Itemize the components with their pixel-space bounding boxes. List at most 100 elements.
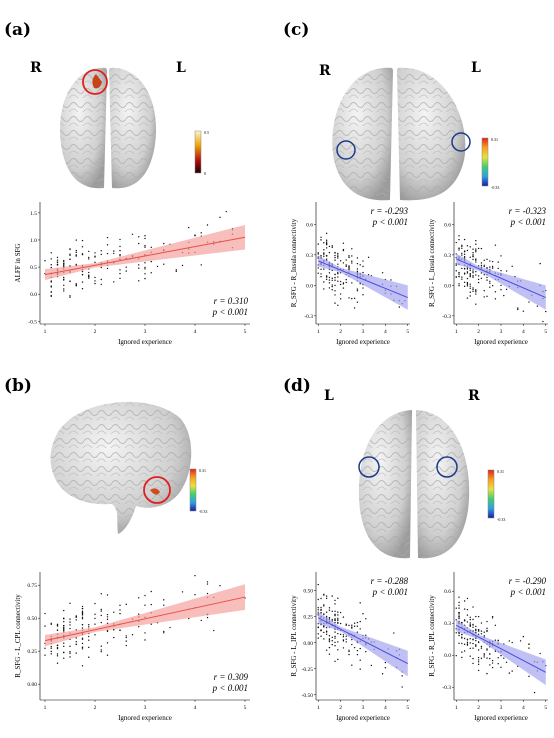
scatter-point [56, 256, 59, 259]
scatter-point [63, 290, 65, 292]
scatter-point [500, 284, 502, 287]
scatter-point [486, 627, 488, 630]
scatter-point [206, 581, 209, 583]
scatter-point [113, 250, 115, 252]
scatter-point [334, 619, 336, 622]
scatter-point [337, 280, 339, 282]
scatter-point [475, 615, 477, 618]
scatter-point [491, 666, 494, 669]
y-tick-label: -0.25 [302, 667, 314, 673]
scatter-point [206, 583, 209, 585]
panel-label-a: (a) [4, 20, 32, 40]
scatter-point [56, 261, 59, 263]
scatter-point [337, 597, 339, 600]
scatter-point [348, 268, 350, 271]
scatter-point [144, 268, 146, 270]
scatter-point [348, 624, 350, 627]
scatter-point [489, 280, 491, 283]
y-tick-label: -0.3 [442, 314, 451, 320]
y-tick-label: 0.25 [303, 615, 313, 621]
scatter-point [356, 262, 359, 265]
scatter-point [50, 280, 52, 282]
scatter-point [88, 271, 90, 274]
scatter-point [325, 255, 328, 257]
scatter-point [494, 244, 497, 246]
scatter-point [337, 304, 339, 306]
scatter-point [75, 652, 77, 654]
scatter-point [342, 287, 345, 289]
scatter-point [334, 641, 336, 644]
scatter-point [528, 675, 530, 678]
scatter-point [63, 618, 65, 620]
scatter-point [331, 640, 333, 642]
scatter-point [337, 641, 339, 643]
scatter-point [106, 244, 109, 246]
scatter-point [483, 296, 485, 298]
scatter-point [469, 622, 471, 624]
scatter-point [328, 653, 331, 655]
scatter-point [508, 640, 511, 642]
scatter-point [44, 625, 46, 627]
scatter-point [458, 271, 460, 274]
x-tick-label: 5 [244, 329, 247, 335]
scatter-point [475, 248, 477, 250]
scatter-point [489, 260, 491, 262]
scatter-point [325, 597, 328, 600]
scatter-point [477, 275, 480, 277]
scatter-point [325, 278, 328, 281]
scatter-point [69, 645, 71, 648]
scatter-point [461, 278, 463, 280]
scatter-point [500, 654, 502, 657]
scatter-point [337, 617, 339, 620]
scatter-point [475, 258, 477, 260]
scatter-point [163, 632, 165, 634]
scatter-point [365, 618, 367, 620]
scatter-point [119, 272, 121, 275]
scatter-point [106, 616, 109, 618]
scatter-point [522, 635, 525, 638]
scatter-point [455, 276, 457, 278]
scatter-point [461, 252, 463, 255]
scatter-point [365, 634, 367, 637]
scatter-point [334, 290, 336, 292]
scatter-point [345, 624, 347, 626]
scatter-point [328, 276, 331, 279]
scatter-point [469, 256, 471, 258]
scatter-point [486, 630, 488, 633]
y-tick-label: 0.0 [30, 292, 37, 298]
scatter-point [334, 637, 336, 639]
confidence-band [456, 619, 546, 686]
scatter-point [528, 643, 530, 645]
scatter-point [131, 233, 134, 235]
scatter-point [50, 285, 52, 287]
x-tick-label: 2 [477, 705, 480, 711]
scatter-point [466, 608, 469, 611]
scatter-point [542, 320, 544, 323]
scatter-point [331, 285, 333, 288]
scatter-point [458, 249, 460, 251]
scatter-point [119, 604, 121, 607]
scatter-point [475, 639, 477, 642]
scatter-point [113, 252, 115, 255]
scatter-point [144, 277, 146, 280]
scatter-point [489, 266, 491, 268]
x-tick-label: 1 [44, 329, 47, 335]
scatter-point [345, 278, 347, 281]
scatter-point [88, 277, 90, 279]
scatter-point [328, 640, 331, 643]
scatter-point [325, 276, 328, 278]
scatter-point [138, 242, 140, 245]
panel-label-b: (b) [4, 376, 32, 396]
scatter-point [106, 618, 109, 621]
scatter-point [348, 649, 350, 652]
scatter-point [325, 595, 328, 597]
scatter-point [522, 310, 525, 312]
correlation-r: r = -0.290 [509, 576, 547, 586]
colorbar-d [487, 469, 495, 519]
scatter-point [458, 642, 460, 644]
scatter-point [362, 271, 364, 274]
scatter-point [477, 247, 480, 250]
regression-line [456, 624, 546, 673]
roi-highlight-circle [82, 69, 108, 95]
scatter-point [69, 652, 71, 655]
